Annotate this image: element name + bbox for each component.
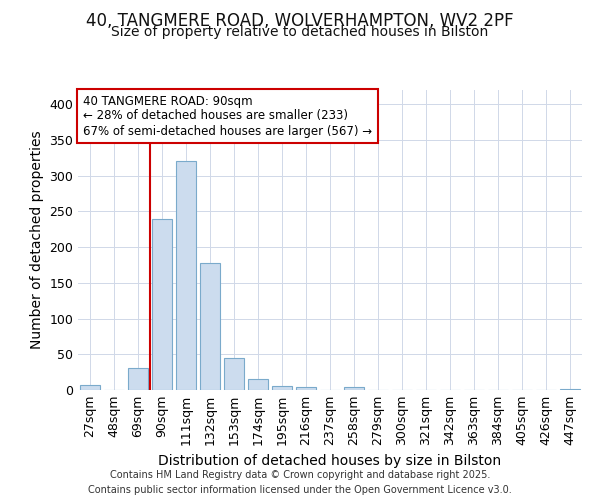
Bar [344,387,364,390]
Text: Contains HM Land Registry data © Crown copyright and database right 2025.
Contai: Contains HM Land Registry data © Crown c… [88,470,512,495]
Bar [200,263,220,390]
Y-axis label: Number of detached properties: Number of detached properties [30,130,44,350]
Bar [176,162,196,390]
Text: Size of property relative to detached houses in Bilston: Size of property relative to detached ho… [112,25,488,39]
Bar [296,387,316,390]
Bar [128,368,148,390]
Bar [224,358,244,390]
Bar [272,386,292,390]
Bar [560,388,580,390]
Bar [152,218,172,390]
Text: 40, TANGMERE ROAD, WOLVERHAMPTON, WV2 2PF: 40, TANGMERE ROAD, WOLVERHAMPTON, WV2 2P… [86,12,514,30]
Bar [80,385,100,390]
X-axis label: Distribution of detached houses by size in Bilston: Distribution of detached houses by size … [158,454,502,468]
Text: 40 TANGMERE ROAD: 90sqm
← 28% of detached houses are smaller (233)
67% of semi-d: 40 TANGMERE ROAD: 90sqm ← 28% of detache… [83,94,372,138]
Bar [248,378,268,390]
